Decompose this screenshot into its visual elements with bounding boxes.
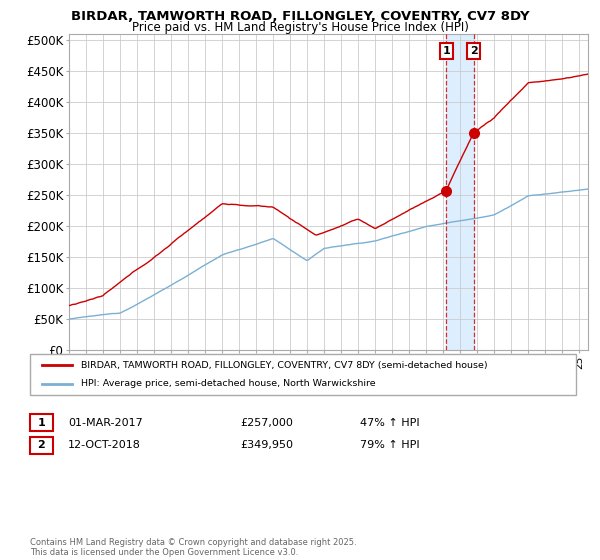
Text: Price paid vs. HM Land Registry's House Price Index (HPI): Price paid vs. HM Land Registry's House … xyxy=(131,21,469,34)
Text: 01-MAR-2017: 01-MAR-2017 xyxy=(68,418,143,428)
Text: HPI: Average price, semi-detached house, North Warwickshire: HPI: Average price, semi-detached house,… xyxy=(81,380,376,389)
Text: £257,000: £257,000 xyxy=(240,418,293,428)
Text: BIRDAR, TAMWORTH ROAD, FILLONGLEY, COVENTRY, CV7 8DY (semi-detached house): BIRDAR, TAMWORTH ROAD, FILLONGLEY, COVEN… xyxy=(81,361,488,370)
Bar xyxy=(446,34,473,350)
Text: £349,950: £349,950 xyxy=(240,440,293,450)
Text: 2: 2 xyxy=(38,440,45,450)
Text: 79% ↑ HPI: 79% ↑ HPI xyxy=(360,440,419,450)
Text: Contains HM Land Registry data © Crown copyright and database right 2025.
This d: Contains HM Land Registry data © Crown c… xyxy=(30,538,356,557)
Text: 1: 1 xyxy=(442,46,450,56)
Text: BIRDAR, TAMWORTH ROAD, FILLONGLEY, COVENTRY, CV7 8DY: BIRDAR, TAMWORTH ROAD, FILLONGLEY, COVEN… xyxy=(71,10,529,23)
Text: 2: 2 xyxy=(470,46,478,56)
Text: 12-OCT-2018: 12-OCT-2018 xyxy=(68,440,140,450)
Text: 47% ↑ HPI: 47% ↑ HPI xyxy=(360,418,419,428)
Text: 1: 1 xyxy=(38,418,45,428)
